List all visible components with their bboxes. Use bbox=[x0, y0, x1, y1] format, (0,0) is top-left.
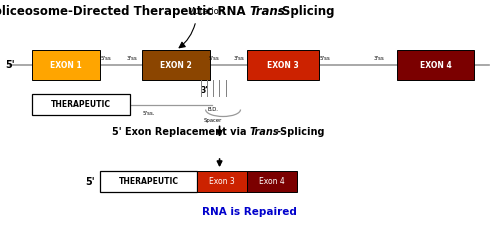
Text: -Splicing: -Splicing bbox=[277, 5, 335, 18]
Bar bbox=[32, 94, 130, 115]
Text: 5': 5' bbox=[85, 177, 95, 187]
Bar bbox=[397, 50, 474, 80]
Text: 3'ss: 3'ss bbox=[127, 56, 138, 61]
Text: 5'ss.: 5'ss. bbox=[142, 111, 155, 116]
Text: Trans: Trans bbox=[250, 5, 285, 18]
Text: EXON 4: EXON 4 bbox=[420, 61, 451, 70]
Bar bbox=[247, 171, 297, 192]
Text: 3': 3' bbox=[201, 86, 209, 95]
Text: Mutation: Mutation bbox=[187, 7, 225, 16]
Text: -Splicing: -Splicing bbox=[276, 127, 325, 137]
Bar bbox=[100, 171, 197, 192]
Text: Spliceosome-Directed Therapeutic RNA —: Spliceosome-Directed Therapeutic RNA — bbox=[111, 5, 388, 18]
Bar bbox=[32, 50, 100, 80]
Bar bbox=[197, 171, 247, 192]
Text: THERAPEUTIC: THERAPEUTIC bbox=[51, 100, 111, 109]
Text: 3'ss: 3'ss bbox=[233, 56, 244, 61]
Text: RNA is Repaired: RNA is Repaired bbox=[202, 207, 297, 217]
Bar bbox=[247, 50, 319, 80]
Text: B.D.: B.D. bbox=[208, 107, 219, 112]
Text: EXON 1: EXON 1 bbox=[50, 61, 82, 70]
Text: Exon 4: Exon 4 bbox=[259, 177, 285, 186]
Text: 5'ss: 5'ss bbox=[320, 56, 331, 61]
Text: Spliceosome-Directed Therapeutic RNA: Spliceosome-Directed Therapeutic RNA bbox=[0, 5, 250, 18]
Text: 5'ss: 5'ss bbox=[101, 56, 112, 61]
Text: Exon 3: Exon 3 bbox=[209, 177, 235, 186]
Bar bbox=[142, 50, 210, 80]
Text: 5': 5' bbox=[5, 60, 14, 70]
Text: 5'ss: 5'ss bbox=[208, 56, 219, 61]
Text: Trans: Trans bbox=[250, 127, 279, 137]
Text: EXON 3: EXON 3 bbox=[267, 61, 299, 70]
Text: 3'ss: 3'ss bbox=[374, 56, 385, 61]
Text: Spacer: Spacer bbox=[204, 118, 222, 123]
Text: 5' Exon Replacement via: 5' Exon Replacement via bbox=[112, 127, 250, 137]
Text: THERAPEUTIC: THERAPEUTIC bbox=[118, 177, 179, 186]
Text: EXON 2: EXON 2 bbox=[160, 61, 192, 70]
